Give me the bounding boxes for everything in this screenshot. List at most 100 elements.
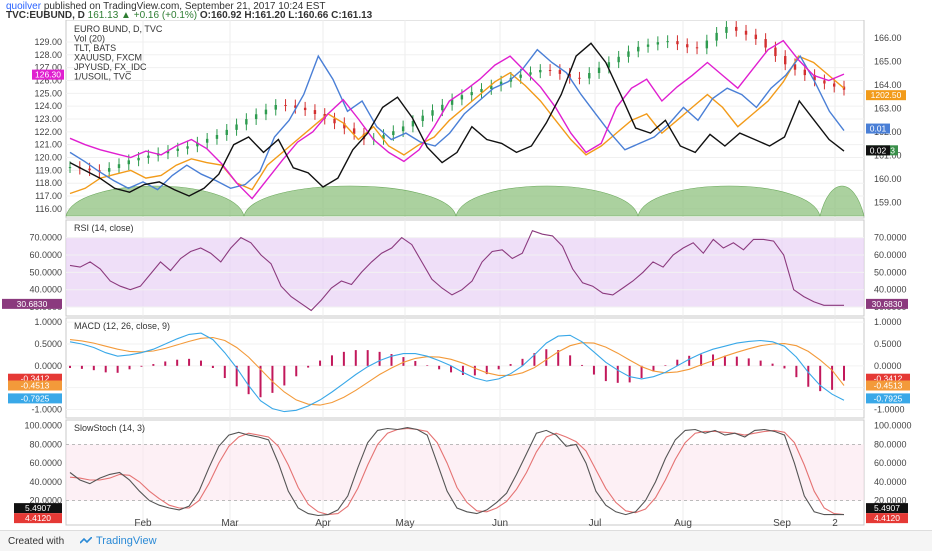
bund-candle-body (637, 46, 640, 52)
chart-area[interactable]: Feb Mar Apr May Jun Jul Aug Sep 2 129.00 128.00 127… (0, 20, 932, 530)
bund-candle-body (352, 128, 356, 134)
macd-left-tick: -1.0000 (31, 404, 62, 414)
legend-entry: TLT, BATS (74, 43, 116, 53)
left-tick-label: 128.00 (34, 50, 62, 60)
right-tick-label: 165.00 (874, 57, 902, 67)
bund-candle-body (607, 62, 611, 68)
x-tick-label: Aug (674, 518, 692, 529)
macd-hist-left-badge-bg (8, 373, 62, 384)
usoil-series-line (69, 55, 845, 195)
x-tick-label: Jun (492, 518, 508, 529)
right-tick-label: 163.00 (874, 103, 902, 113)
rsi-left-tick: 50.0000 (29, 267, 62, 277)
left-tick-label: 116.00 (35, 204, 62, 214)
pane-2-frame (65, 317, 865, 419)
change-up-icon: ▲ (121, 10, 131, 21)
macd-hist-bar (592, 365, 595, 375)
stoch-legend: SlowStoch (14, 3) (74, 423, 145, 433)
macd-hist-bar (92, 365, 95, 371)
bund-candle-body (205, 138, 209, 143)
bund-candle-body (784, 56, 787, 65)
macd-hist-bar (557, 350, 560, 366)
rsi-right-badge-bg (866, 298, 908, 309)
macd-hist-bar (354, 350, 357, 366)
bund-candle-body (127, 160, 130, 165)
bund-candle-body (774, 47, 777, 57)
left-tick-label: 123.00 (34, 114, 62, 124)
bund-candle-body (548, 69, 552, 71)
macd-signal-right-badge-bg (866, 380, 910, 391)
publish-line: quoilver published on TradingView.com, S… (6, 1, 325, 12)
rsi-left-tick: 40.0000 (29, 285, 62, 295)
macd-hist-right-badge-bg (866, 373, 910, 384)
macd-hist-bar (604, 365, 607, 382)
left-tick-label: 124.00 (34, 101, 62, 111)
bund-candle-body (793, 64, 797, 70)
left-tick-label: 125.00 (34, 88, 62, 98)
bund-candle-body (646, 44, 650, 47)
low-value: L:160.66 (288, 10, 329, 21)
tradingview-brand[interactable]: TradingView (96, 535, 157, 547)
left-tick-label: 118.00 (35, 178, 62, 188)
macd-hist-bar (366, 350, 369, 366)
macd-hist-bar (390, 354, 393, 366)
price-change: +0.16 (+0.1%) (133, 10, 198, 21)
symbol-line: TVC:EUBUND, D 161.13 ▲ +0.16 (+0.1%) O:1… (6, 10, 372, 21)
macd-hist-bar (188, 358, 191, 366)
jpy-right-badge: 0.02 (870, 145, 887, 155)
right-tick-label: 160.00 (874, 174, 902, 184)
left-tick-label: 119.00 (35, 165, 62, 175)
macd-line (69, 332, 845, 413)
bund-candle-body (656, 42, 660, 45)
xauusd-series-line (69, 48, 845, 191)
macd-signal-line (69, 336, 845, 406)
bund-candle-body (597, 67, 601, 74)
bund-candle-body (313, 110, 317, 114)
bund-candle-body (833, 83, 836, 87)
macd-hist-bar (116, 365, 119, 373)
bund-candle-body (695, 47, 699, 49)
macd-hist-left-badge: -0.3412 (21, 374, 50, 384)
macd-hist-bar (104, 365, 107, 373)
volume-hump-4 (819, 185, 865, 217)
macd-hist-bar (783, 365, 786, 369)
macd-hist-bar (545, 349, 548, 366)
symbol-name[interactable]: TVC:EUBUND, D (6, 10, 85, 21)
bund-candle-body (480, 88, 483, 93)
macd-hist-bar (378, 351, 381, 366)
tlt-left-badge-bg (32, 69, 64, 80)
xau-right-badge: 0.01 (870, 124, 887, 134)
high-value: H:161.20 (244, 10, 286, 21)
bund-candle-body (333, 118, 336, 124)
macd-legend: MACD (12, 26, close, 9) (74, 321, 170, 331)
x-tick-label: Sep (773, 518, 791, 529)
stoch-d-right-badge: 4.4120 (874, 513, 900, 523)
macd-hist-bar (616, 365, 619, 383)
tlt-left-badge: 126.30 (35, 70, 61, 80)
rsi-right-tick: 50.0000 (874, 267, 907, 277)
stoch-right-tick: 40.0000 (874, 477, 907, 487)
bund-candle-body (754, 34, 758, 40)
macd-hist-bar (735, 356, 738, 366)
stoch-right-tick: 100.0000 (874, 421, 912, 431)
macd-signal-left-badge-bg (8, 380, 62, 391)
macd-hist-bar (771, 363, 774, 366)
bund-candle-body (735, 26, 738, 31)
last-price: 161.13 (87, 10, 119, 21)
bund-candle-body (88, 168, 91, 171)
x-tick-label: Jul (589, 518, 602, 529)
volume-hump-1 (243, 185, 457, 217)
macd-hist-bar (259, 365, 262, 398)
macd-hist-bar (271, 365, 274, 393)
x-tick-label: Mar (221, 518, 239, 529)
macd-left-badge-bg (8, 393, 62, 404)
macd-signal-left-badge: -0.4513 (21, 381, 50, 391)
bund-candle-body (431, 110, 434, 116)
rsi-right-tick: 60.0000 (874, 250, 907, 260)
bund-candle-body (578, 77, 581, 79)
macd-right-badge: -0.7925 (874, 393, 903, 403)
macd-hist-bar (819, 365, 822, 392)
author-name[interactable]: quoilver (6, 1, 42, 12)
rsi-left-badge-bg (2, 298, 62, 309)
tlt-series-line (69, 42, 845, 197)
